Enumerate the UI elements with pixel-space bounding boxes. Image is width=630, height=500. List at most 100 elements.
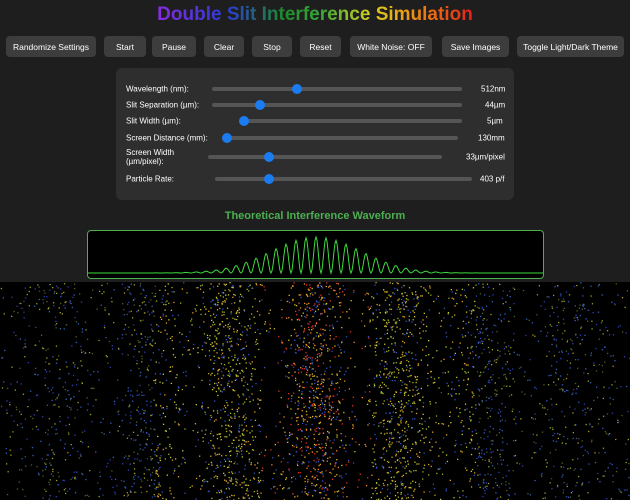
particle — [251, 449, 254, 451]
particle — [324, 329, 326, 331]
button[interactable]: White Noise: OFF — [350, 36, 432, 57]
slider-thumb[interactable] — [263, 152, 274, 162]
particle — [288, 294, 290, 296]
slider[interactable] — [212, 100, 462, 110]
particle — [323, 490, 325, 492]
particle — [470, 440, 473, 442]
particle — [400, 406, 402, 409]
particle — [478, 389, 480, 391]
particle — [486, 451, 488, 453]
particle — [574, 408, 576, 410]
particle — [405, 422, 407, 424]
slider[interactable] — [239, 116, 462, 126]
particle — [442, 451, 444, 453]
slider-thumb[interactable] — [254, 100, 265, 110]
button[interactable]: Pause — [152, 36, 196, 57]
particle — [572, 392, 574, 394]
particle — [230, 344, 233, 346]
particle — [228, 471, 230, 474]
particle — [384, 479, 386, 481]
particle — [254, 298, 256, 300]
particle — [332, 416, 335, 419]
particle — [364, 391, 366, 393]
particle — [384, 311, 387, 313]
particle — [408, 370, 410, 372]
particle — [244, 310, 246, 312]
particle — [130, 283, 133, 285]
particle — [135, 424, 138, 426]
particle — [95, 451, 97, 453]
particle — [43, 289, 45, 292]
particle — [608, 433, 611, 435]
button[interactable]: Reset — [300, 36, 341, 57]
particle — [506, 385, 508, 387]
particle — [340, 367, 342, 369]
particle — [301, 397, 303, 400]
particle — [210, 461, 212, 464]
particle — [375, 463, 377, 465]
particle — [247, 440, 249, 443]
particle — [63, 283, 66, 285]
button[interactable]: Randomize Settings — [6, 36, 96, 57]
particle — [6, 400, 8, 402]
particle — [248, 396, 251, 398]
particle — [224, 284, 226, 286]
particle — [449, 479, 451, 481]
particle — [492, 487, 494, 489]
particle — [158, 461, 160, 464]
waveform-title: Theoretical Interference Waveform — [224, 210, 406, 222]
particle — [404, 439, 406, 441]
slider-thumb[interactable] — [239, 116, 249, 126]
particle — [320, 497, 323, 499]
particle — [244, 419, 246, 421]
slider-thumb[interactable] — [292, 84, 302, 94]
particle — [433, 487, 436, 490]
particle — [432, 431, 434, 433]
particle — [78, 457, 80, 459]
particle — [74, 316, 76, 319]
particle — [473, 366, 475, 368]
button[interactable]: Clear — [204, 36, 244, 57]
particle — [81, 331, 83, 333]
particle — [153, 483, 155, 485]
button[interactable]: Start — [104, 36, 146, 57]
particle — [331, 347, 334, 349]
slider[interactable] — [215, 174, 472, 184]
particle — [242, 354, 245, 356]
button[interactable]: Save Images — [442, 36, 509, 57]
particle — [330, 287, 332, 289]
slider[interactable] — [212, 84, 462, 94]
particle — [151, 471, 154, 474]
button[interactable]: Stop — [252, 36, 292, 57]
particle — [428, 354, 430, 356]
slider[interactable] — [221, 133, 458, 143]
particle — [385, 312, 387, 314]
particle — [487, 334, 489, 337]
particle — [321, 471, 323, 473]
particle — [213, 368, 215, 370]
particle — [89, 413, 92, 416]
slider-thumb[interactable] — [221, 133, 232, 143]
particle — [337, 409, 339, 411]
particle — [396, 368, 398, 370]
particle — [402, 483, 404, 485]
particle — [123, 328, 125, 330]
particle — [228, 335, 230, 337]
particle — [142, 319, 144, 321]
particle — [464, 403, 467, 405]
particle — [141, 408, 143, 410]
particle — [321, 380, 323, 382]
particle — [405, 497, 408, 499]
particle — [278, 390, 280, 392]
particle — [478, 307, 480, 309]
particle — [420, 387, 422, 390]
particle — [34, 288, 36, 290]
slider-thumb[interactable] — [263, 174, 274, 184]
particle — [259, 430, 261, 433]
particle — [124, 324, 127, 326]
slider[interactable] — [208, 152, 442, 162]
particle — [376, 345, 378, 347]
button[interactable]: Toggle Light/Dark Theme — [517, 36, 624, 57]
particle — [238, 427, 240, 430]
particle — [400, 356, 402, 358]
